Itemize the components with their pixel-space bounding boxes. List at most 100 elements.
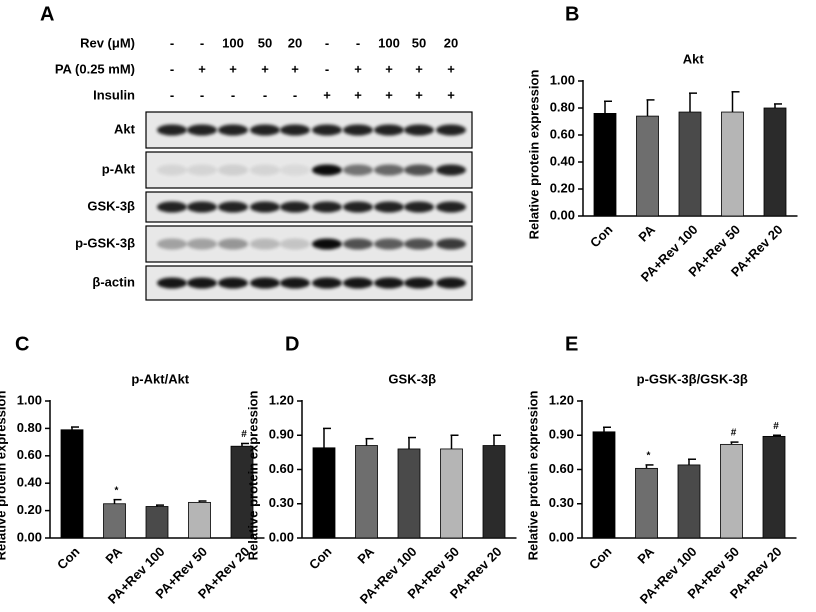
condition-value: - (293, 87, 297, 102)
condition-value: + (415, 61, 423, 76)
bar (103, 503, 126, 539)
band (312, 124, 342, 136)
band (343, 277, 373, 289)
chart-title: p-GSK-3β/GSK-3β (637, 371, 748, 386)
chart-title: GSK-3β (388, 371, 436, 386)
bar (762, 435, 786, 539)
bar (593, 113, 617, 217)
condition-value: 50 (258, 35, 272, 50)
band (343, 238, 373, 250)
band (218, 238, 248, 250)
y-tick-label: 0.80 (550, 99, 575, 114)
condition-value: + (229, 61, 237, 76)
bar (230, 445, 254, 539)
significance-marker: # (731, 428, 737, 439)
band (187, 201, 217, 213)
bar (763, 107, 787, 217)
y-axis-title: Relative protein expression (245, 391, 260, 561)
condition-value: - (356, 35, 360, 50)
bar (720, 443, 743, 539)
significance-marker: * (647, 451, 651, 462)
band (187, 164, 217, 176)
x-tick-label: Con (586, 544, 615, 573)
y-tick-label: 0.40 (17, 475, 42, 490)
significance-marker: # (241, 429, 247, 440)
band (374, 164, 404, 176)
condition-value: + (385, 61, 393, 76)
y-tick-label: 0.20 (550, 180, 575, 195)
band (280, 238, 310, 250)
band-label: GSK-3β (87, 198, 135, 213)
y-tick-label: 0.30 (549, 495, 574, 510)
band (157, 164, 187, 176)
band (250, 124, 280, 136)
condition-value: + (354, 87, 362, 102)
x-tick-label: PA (102, 544, 125, 567)
band (312, 201, 342, 213)
x-tick-label: PA (354, 544, 377, 567)
band (436, 238, 466, 250)
bar (592, 431, 616, 539)
band (250, 164, 280, 176)
band (436, 201, 466, 213)
band (436, 124, 466, 136)
condition-value: + (323, 87, 331, 102)
condition-value: - (200, 35, 204, 50)
band (280, 201, 310, 213)
condition-value: + (198, 61, 206, 76)
band (187, 238, 217, 250)
y-tick-label: 1.20 (549, 392, 574, 407)
condition-value: - (231, 87, 235, 102)
y-tick-label: 0.00 (550, 207, 575, 222)
band (343, 201, 373, 213)
band (374, 277, 404, 289)
band (374, 238, 404, 250)
condition-label: PA (0.25 mM) (55, 61, 135, 76)
condition-value: - (325, 61, 329, 76)
y-tick-label: 0.00 (17, 529, 42, 544)
band (343, 164, 373, 176)
bar (482, 445, 506, 539)
condition-value: - (200, 87, 204, 102)
condition-value: 20 (288, 35, 302, 50)
bar (355, 445, 378, 539)
condition-value: - (170, 35, 174, 50)
y-tick-label: 0.20 (17, 502, 42, 517)
condition-label: Rev (μM) (80, 35, 135, 50)
band (374, 124, 404, 136)
bar (188, 501, 211, 539)
band-label: p-GSK-3β (75, 235, 135, 250)
band (250, 238, 280, 250)
bar (677, 464, 701, 539)
band (157, 277, 187, 289)
band (250, 201, 280, 213)
x-tick-label: Con (587, 222, 616, 251)
band (374, 201, 404, 213)
x-tick-label: PA (635, 222, 658, 245)
panel-label: B (565, 3, 579, 25)
panel-label: D (285, 333, 299, 355)
band (312, 238, 342, 250)
bar (635, 467, 658, 539)
condition-label: Insulin (93, 87, 135, 102)
y-tick-label: 0.40 (550, 153, 575, 168)
band (404, 124, 434, 136)
band (280, 164, 310, 176)
y-tick-label: 0.60 (549, 461, 574, 476)
panel-label: A (40, 3, 54, 25)
band (404, 277, 434, 289)
y-tick-label: 0.00 (269, 529, 294, 544)
y-axis-title: Relative protein expression (526, 70, 541, 240)
y-tick-label: 0.80 (17, 420, 42, 435)
significance-marker: # (773, 421, 779, 432)
band (157, 238, 187, 250)
y-tick-label: 0.00 (549, 529, 574, 544)
band (157, 124, 187, 136)
chart-title: Akt (683, 51, 705, 66)
condition-value: - (170, 87, 174, 102)
condition-value: - (325, 35, 329, 50)
band (250, 277, 280, 289)
y-tick-label: 0.60 (17, 447, 42, 462)
panel-label: E (565, 333, 578, 355)
